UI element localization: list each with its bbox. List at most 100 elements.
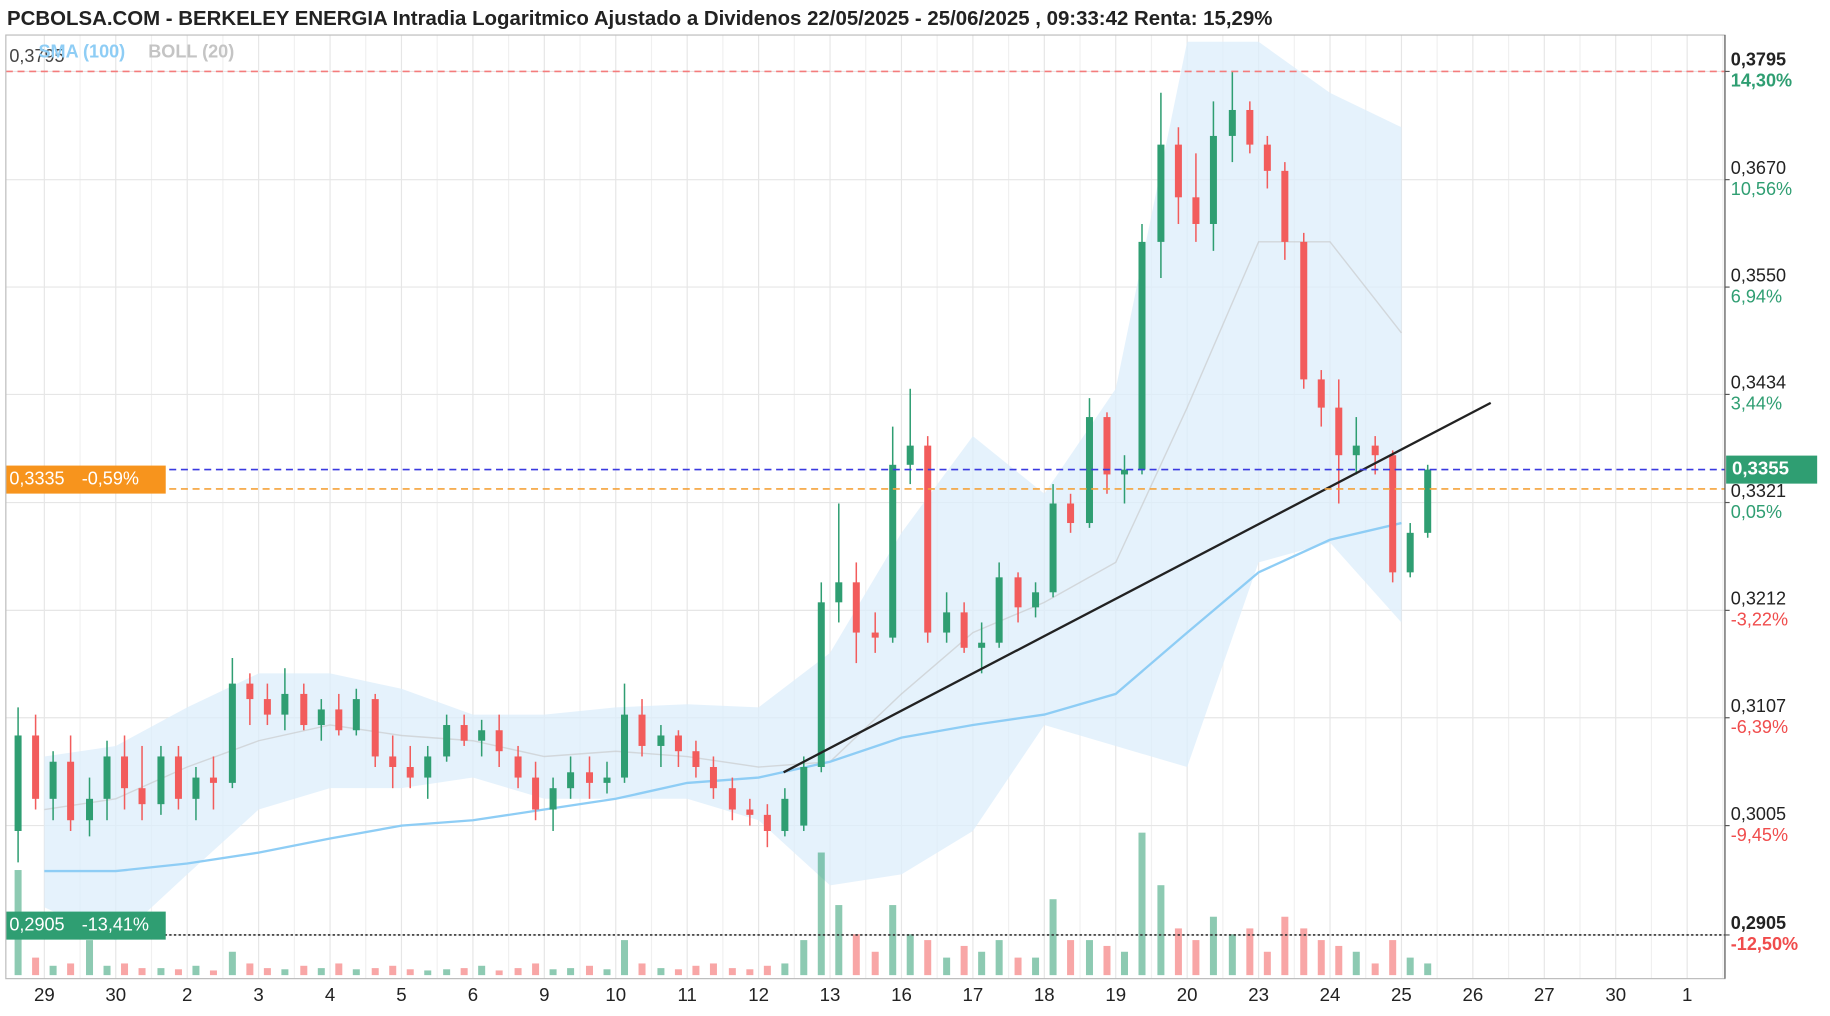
volume-bar <box>1317 940 1325 976</box>
volume-bar <box>692 965 700 976</box>
volume-bar <box>228 951 236 976</box>
candle-body <box>1406 532 1414 573</box>
candle-body <box>532 777 540 810</box>
x-tick-label: 30 <box>1605 984 1626 1005</box>
volume-bar <box>549 969 557 976</box>
candle-body <box>1389 455 1397 573</box>
bollinger-band <box>44 41 1402 941</box>
volume-bar <box>746 969 754 976</box>
y-tick-label: 0,3321 <box>1731 481 1786 501</box>
candle-body <box>960 612 968 648</box>
volume-bar <box>835 905 843 976</box>
price-box <box>5 911 166 940</box>
volume-bar <box>1014 957 1022 976</box>
volume-bar <box>1067 940 1075 976</box>
volume-bar <box>603 969 611 976</box>
candle-body <box>1424 469 1432 533</box>
y-change-label: -9,45% <box>1731 825 1788 845</box>
candle-body <box>943 612 951 633</box>
price-box <box>1726 455 1818 484</box>
volume-bar <box>281 969 289 976</box>
volume-bar <box>1120 951 1128 976</box>
volume-bar <box>1335 945 1343 976</box>
volume-bar <box>335 963 343 976</box>
x-tick-label: 11 <box>677 984 696 1005</box>
volume-bar <box>1300 928 1308 976</box>
candle-body <box>906 445 914 465</box>
x-tick-label: 23 <box>1248 984 1269 1005</box>
volume-bar <box>1281 916 1289 976</box>
volume-bar <box>657 968 665 976</box>
volume-bar <box>514 968 522 976</box>
candle-body <box>192 777 200 799</box>
y-change-label: 6,94% <box>1731 286 1782 306</box>
volume-bar <box>460 968 468 976</box>
x-tick-label: 18 <box>1034 984 1055 1005</box>
volume-bar <box>763 965 771 976</box>
x-tick-label: 16 <box>891 984 912 1005</box>
candle-body <box>86 798 94 821</box>
chart-title: PCBOLSA.COM - BERKELEY ENERGIA Intradia … <box>7 8 1272 30</box>
y-change-label: -3,22% <box>1731 610 1788 630</box>
candle-body <box>1300 241 1308 380</box>
candle-body <box>1246 109 1254 145</box>
candle-body <box>371 699 379 757</box>
y-tick-label: 0,3550 <box>1731 265 1786 285</box>
candle-body <box>514 756 522 778</box>
volume-bar <box>781 963 789 976</box>
x-tick-label: 12 <box>748 984 769 1005</box>
volume-bar <box>960 945 968 976</box>
volume-bar <box>943 957 951 976</box>
volume-bar <box>621 940 629 976</box>
candle-body <box>1228 109 1236 136</box>
x-tick-label: 1 <box>1682 984 1692 1005</box>
candle-body <box>389 756 397 767</box>
volume-bar <box>1246 928 1254 976</box>
volume-bar <box>300 965 308 976</box>
candle-body <box>14 735 22 831</box>
x-tick-label: 24 <box>1320 984 1341 1005</box>
volume-bar <box>1174 928 1182 976</box>
x-tick-label: 30 <box>105 984 126 1005</box>
price-box <box>5 465 166 494</box>
volume-bar <box>1138 832 1146 976</box>
candle-body <box>692 751 700 767</box>
volume-bar <box>817 852 825 976</box>
volume-bar <box>995 940 1003 976</box>
x-tick-label: 10 <box>605 984 626 1005</box>
volume-bar <box>32 957 40 976</box>
volume-bar <box>406 969 414 976</box>
candle-body <box>209 777 217 783</box>
volume-bar <box>495 970 503 976</box>
volume-bar <box>728 968 736 976</box>
grid-layer <box>5 35 1725 979</box>
x-tick-label: 19 <box>1105 984 1126 1005</box>
candle-body <box>674 735 682 752</box>
volume-bar <box>1352 951 1360 976</box>
candle-body <box>746 809 754 815</box>
volume-bar <box>800 940 808 976</box>
x-tick-label: 13 <box>820 984 841 1005</box>
volume-bar <box>1263 951 1271 976</box>
candle-body <box>1067 503 1075 524</box>
candle-body <box>281 693 289 715</box>
price-box-label: 0,2905 <box>9 914 64 934</box>
candle-body <box>621 714 629 778</box>
candle-body <box>1281 170 1289 242</box>
x-tick-label: 25 <box>1391 984 1412 1005</box>
y-tick-label: 0,3005 <box>1731 804 1786 824</box>
volume-bar <box>1424 963 1432 976</box>
candle-body <box>228 683 236 783</box>
volume-bar <box>924 940 932 976</box>
candle-body <box>1174 144 1182 198</box>
candle-body <box>49 761 57 799</box>
candle-body <box>995 577 1003 643</box>
candle-body <box>157 756 165 805</box>
y-change-label: -12,50% <box>1731 934 1798 954</box>
volume-bar <box>246 963 254 976</box>
sma-line <box>44 521 1402 873</box>
volume-bar <box>585 965 593 976</box>
x-tick-label: 9 <box>539 984 549 1005</box>
y-tick-label: 0,3107 <box>1731 696 1786 716</box>
candle-body <box>443 725 451 757</box>
